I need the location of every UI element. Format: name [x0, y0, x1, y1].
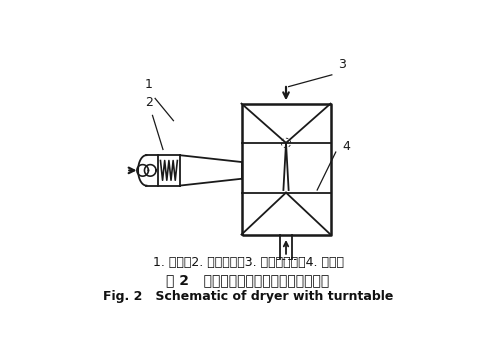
Text: 3: 3: [338, 58, 346, 71]
Text: 1. 风扇；2. 电加热器；3. 微波馈能口；4. 旋转台: 1. 风扇；2. 电加热器；3. 微波馈能口；4. 旋转台: [152, 256, 344, 269]
Text: 1: 1: [145, 78, 152, 90]
Text: Fig. 2   Schematic of dryer with turntable: Fig. 2 Schematic of dryer with turntable: [103, 290, 393, 303]
Text: 2: 2: [145, 96, 152, 109]
Text: 4: 4: [342, 140, 350, 153]
Text: 图 2   物料随转盘运动耦合干燥器原理图: 图 2 物料随转盘运动耦合干燥器原理图: [166, 273, 330, 287]
